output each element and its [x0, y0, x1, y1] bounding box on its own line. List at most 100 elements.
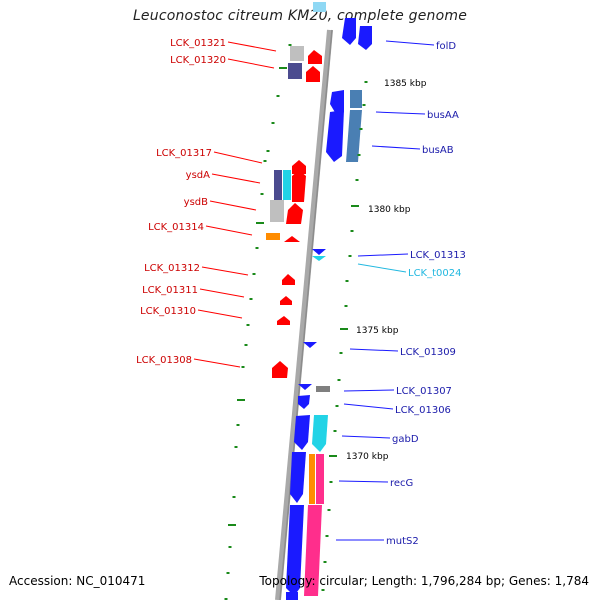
- tick-mark-right-18: [325, 535, 329, 537]
- tick-mark-left-4: [266, 150, 270, 152]
- gene-label-left[interactable]: LCK_01321: [170, 38, 226, 49]
- gene-label-right[interactable]: folD: [436, 41, 456, 52]
- gene-label-left[interactable]: LCK_01314: [148, 222, 204, 233]
- tick-mark-left-20: [226, 572, 230, 574]
- feature-ysda[interactable]: [292, 170, 306, 202]
- feature-lck-01311[interactable]: [280, 296, 292, 305]
- gene-label-right[interactable]: LCK_01309: [400, 347, 456, 358]
- tick-mark-left-13: [241, 366, 245, 368]
- map-title: Leuconostoc citreum KM20, complete genom…: [132, 8, 468, 24]
- tick-mark-left-21: [224, 598, 228, 600]
- tick-mark-left-12: [244, 344, 248, 346]
- gene-label-left[interactable]: LCK_01320: [170, 55, 226, 66]
- tick-mark-right-12: [337, 379, 341, 381]
- feature-lck-01314[interactable]: [284, 236, 300, 242]
- tick-mark-left-0: [288, 44, 292, 46]
- tick-mark-left-2: [276, 95, 280, 97]
- gene-label-left[interactable]: ysdB: [184, 197, 208, 208]
- gene-label-right[interactable]: gabD: [392, 434, 419, 445]
- feature-muts2-magenta[interactable]: [304, 505, 322, 596]
- feature-busaa-steel[interactable]: [350, 90, 362, 108]
- tick-mark-right-16: [329, 481, 333, 483]
- leader-line-left: [227, 41, 277, 52]
- tick-mark-left-11: [246, 324, 250, 326]
- feature-lck-01310[interactable]: [277, 316, 290, 325]
- tick-mark-right-7: [348, 255, 352, 257]
- feature-lck-01321-gray[interactable]: [290, 46, 304, 61]
- feature-lck-01312[interactable]: [282, 274, 295, 285]
- tick-mark-right-20: [321, 589, 325, 591]
- gene-label-left[interactable]: ysdA: [186, 170, 210, 181]
- gene-label-left[interactable]: LCK_01308: [136, 355, 192, 366]
- feature-lck-01317[interactable]: [292, 160, 306, 174]
- leader-line-left: [209, 200, 257, 211]
- feature-recg[interactable]: [290, 452, 306, 503]
- feature-ysdb[interactable]: [286, 203, 303, 224]
- feature-lck-01321[interactable]: [308, 50, 322, 64]
- feature-lck-01320[interactable]: [306, 66, 320, 82]
- tick-mark-right-major-1: [340, 328, 348, 330]
- leader-line-right: [343, 403, 394, 410]
- leader-line-right: [357, 253, 409, 257]
- leader-line-right: [338, 480, 389, 483]
- feature-recg-magenta[interactable]: [316, 454, 324, 504]
- tick-mark-left-16: [234, 446, 238, 448]
- gene-label-left[interactable]: LCK_01310: [140, 306, 196, 317]
- feature-lck-01320-purple[interactable]: [288, 63, 302, 79]
- feature-bottom-blue[interactable]: [286, 592, 298, 600]
- kbp-label: 1370 kbp: [346, 452, 389, 462]
- feature-lck-01307[interactable]: [298, 384, 312, 390]
- feature-fold-gene[interactable]: [342, 18, 356, 45]
- tick-mark-left-6: [260, 193, 264, 195]
- feature-ysdb-gray[interactable]: [270, 200, 284, 222]
- left-labels: LCK_01321 LCK_01320 LCK_01317 ysdA ysdB LCK_0…: [136, 38, 277, 368]
- gene-label-right[interactable]: LCK_01306: [395, 405, 451, 416]
- feature-lck-01314-orange[interactable]: [266, 233, 280, 240]
- tick-mark-right-19: [323, 561, 327, 563]
- tick-mark-right-major-2: [329, 455, 337, 457]
- tick-mark-left-5: [263, 160, 267, 162]
- tick-mark-left-8: [255, 247, 259, 249]
- feature-recg-orange[interactable]: [309, 454, 315, 504]
- gene-label-left[interactable]: LCK_01311: [142, 285, 198, 296]
- tick-mark-left-15: [236, 424, 240, 426]
- topology-text: Topology: circular; Length: 1,796,284 bp…: [259, 574, 589, 588]
- feature-lck-01313[interactable]: [312, 249, 326, 255]
- gene-label-right[interactable]: busAA: [427, 110, 459, 121]
- feature-gabd[interactable]: [294, 415, 310, 450]
- feature-lck-01306[interactable]: [298, 395, 310, 409]
- gene-label-left[interactable]: LCK_01312: [144, 263, 200, 274]
- feature-ysda-cyan[interactable]: [283, 170, 291, 200]
- leader-line-left: [201, 266, 249, 276]
- tick-mark-right-3: [357, 154, 361, 156]
- feature-busab[interactable]: [326, 110, 344, 162]
- genome-backbone: [275, 29, 333, 600]
- leader-line-left: [193, 358, 241, 368]
- kbp-label: 1380 kbp: [368, 205, 411, 215]
- genome-backbone-shadow: [279, 29, 333, 600]
- feature-lck-01307-gray[interactable]: [316, 386, 330, 392]
- gene-label-right[interactable]: recG: [390, 478, 413, 489]
- leader-line-right: [343, 389, 395, 392]
- leader-line-left: [205, 225, 253, 236]
- feature-ysda-purple[interactable]: [274, 170, 282, 200]
- gene-label-left[interactable]: LCK_01317: [156, 148, 212, 159]
- tick-mark-left-major-2: [237, 399, 245, 401]
- gene-label-right[interactable]: LCK_01307: [396, 386, 452, 397]
- gene-label-right[interactable]: mutS2: [386, 536, 419, 547]
- tick-mark-right-17: [327, 509, 331, 511]
- gene-label-right[interactable]: busAB: [422, 145, 454, 156]
- feature-top-cyan[interactable]: [313, 2, 326, 12]
- feature-gabd-cyan[interactable]: [312, 415, 328, 452]
- feature-fold-gene-2[interactable]: [358, 26, 372, 50]
- feature-muts2[interactable]: [286, 505, 304, 596]
- gene-label-right[interactable]: LCK_t0024: [408, 268, 461, 279]
- feature-busab-steel[interactable]: [346, 110, 362, 162]
- feature-lck-01308[interactable]: [272, 361, 288, 378]
- tick-mark-right-major-0: [351, 205, 359, 207]
- gene-label-right[interactable]: LCK_01313: [410, 250, 466, 261]
- feature-lck-t0024[interactable]: [312, 256, 326, 261]
- feature-lck-01309[interactable]: [303, 342, 317, 348]
